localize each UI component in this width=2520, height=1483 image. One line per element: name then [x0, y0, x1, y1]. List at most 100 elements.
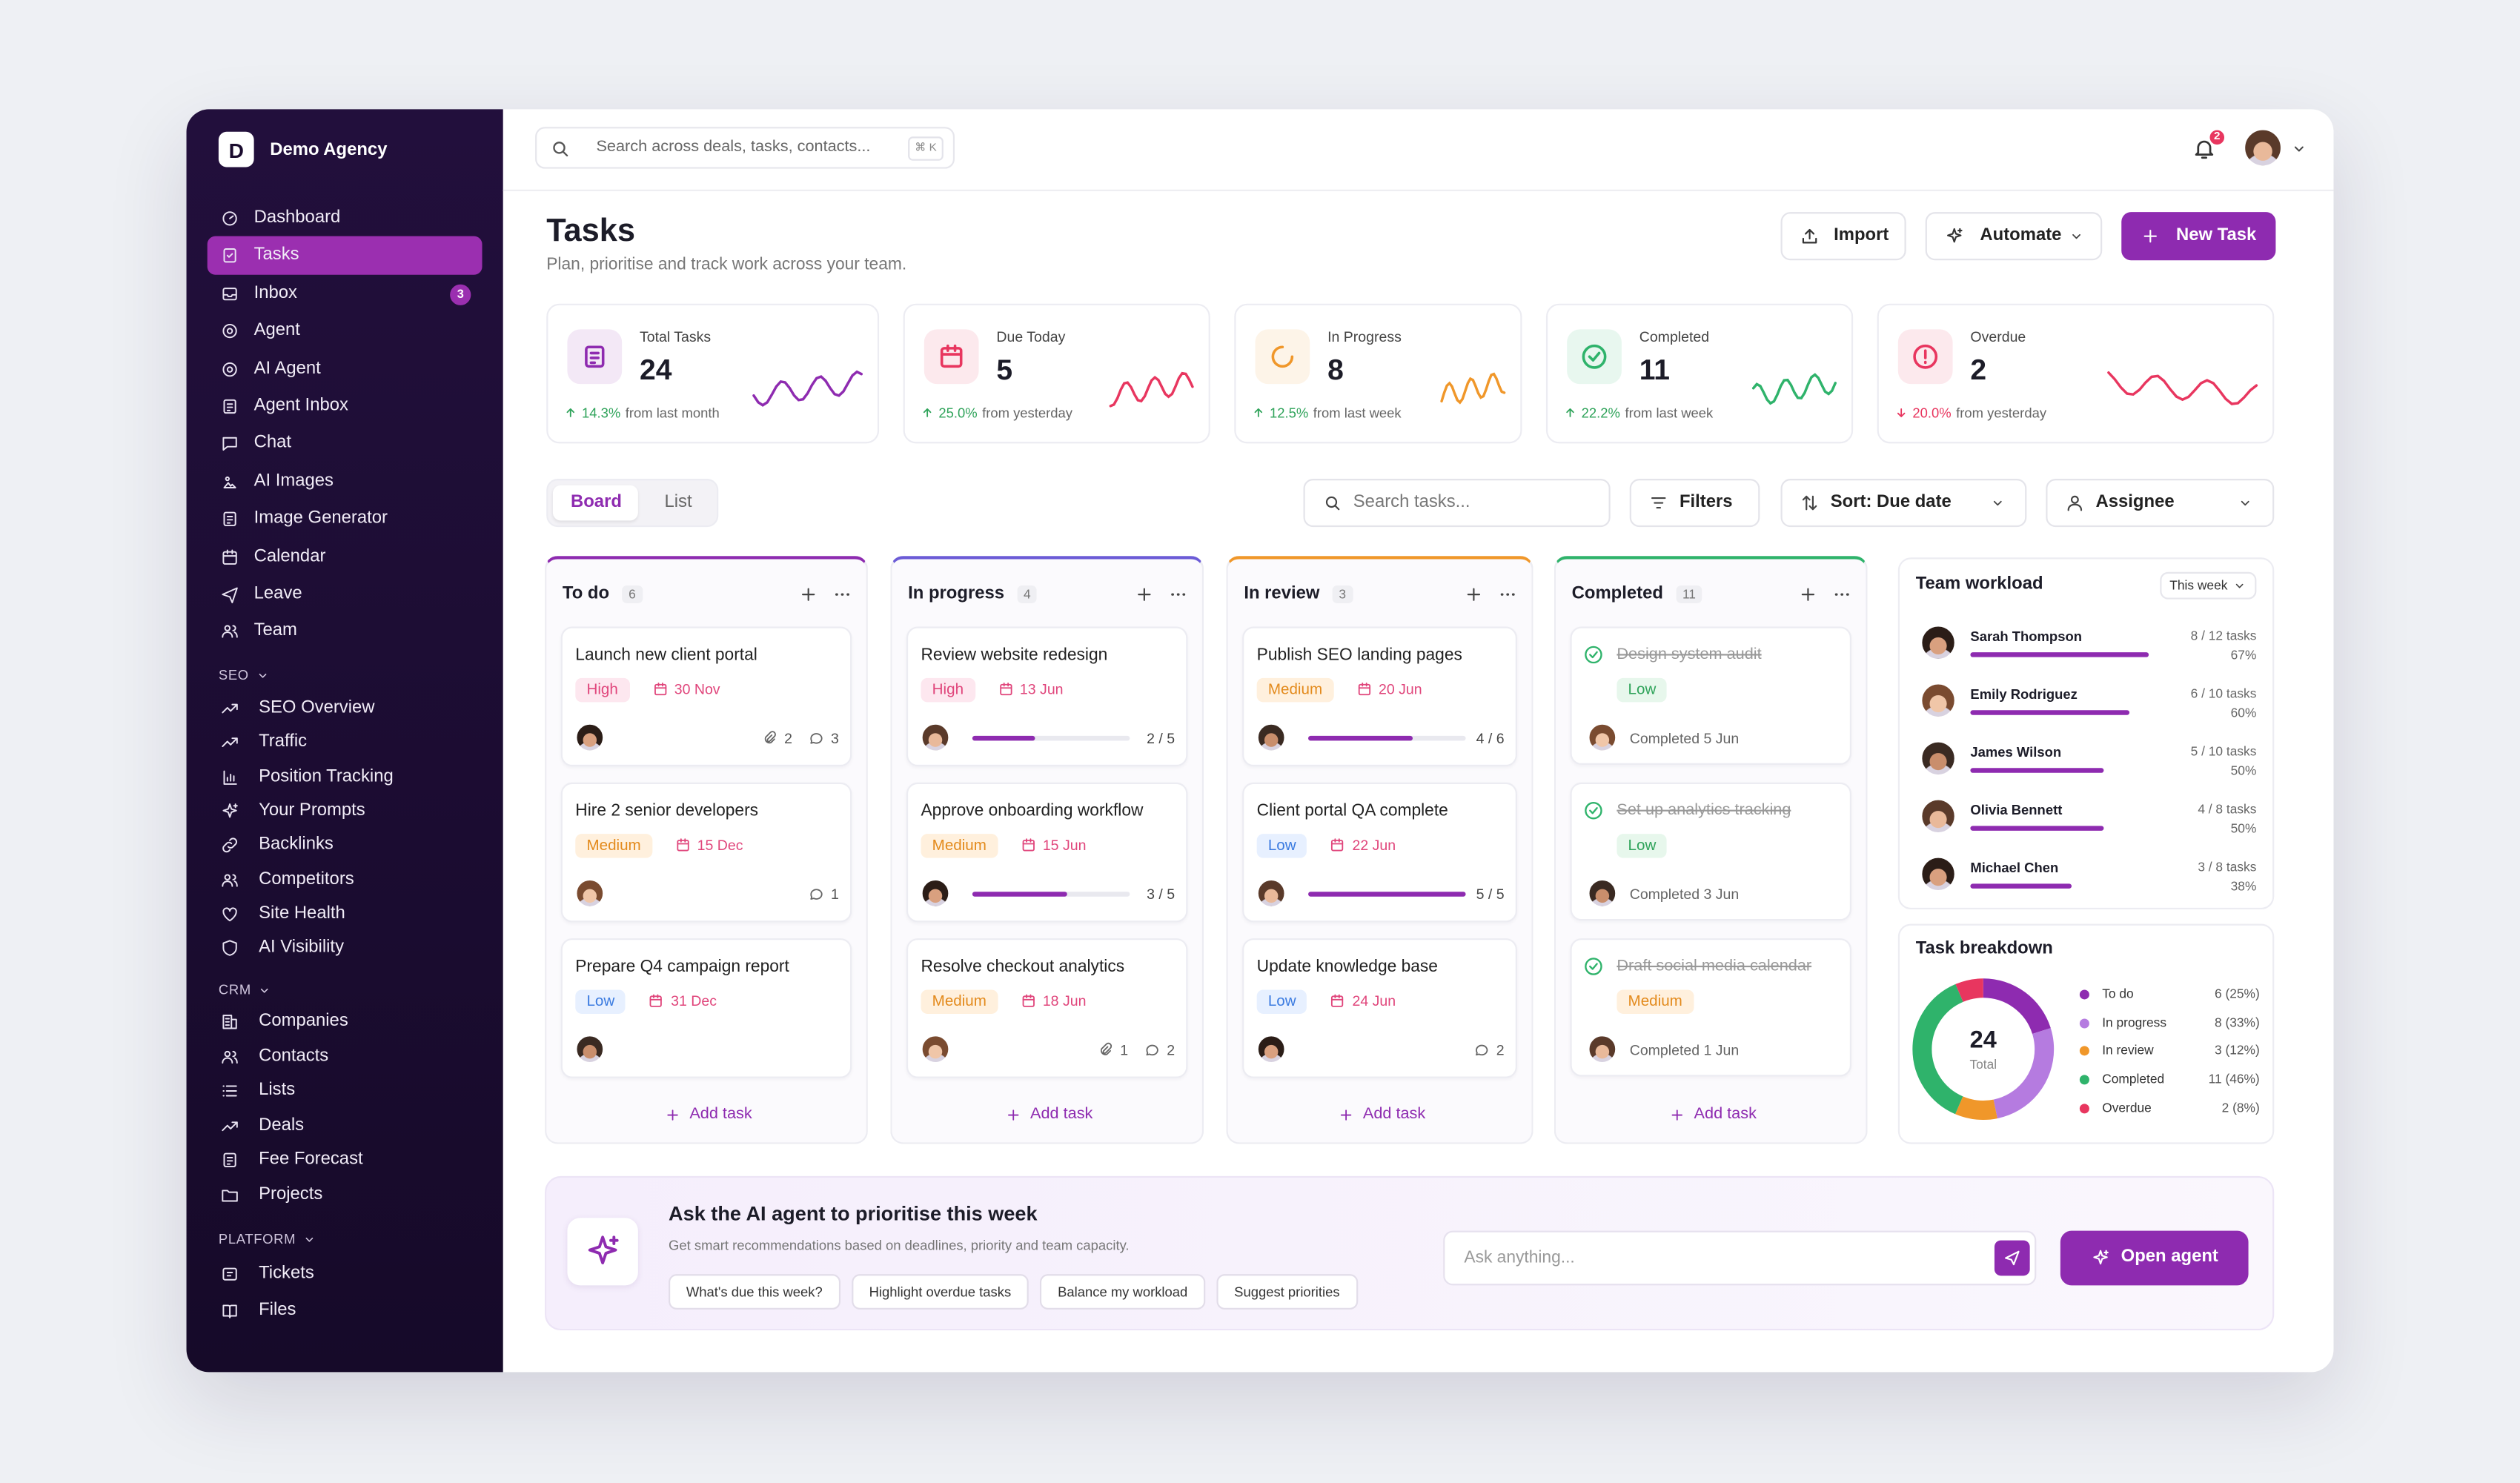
- nav-item[interactable]: SEO Overview: [259, 697, 375, 717]
- nav-item[interactable]: Fee Forecast: [259, 1149, 363, 1170]
- add-task[interactable]: Add task: [664, 1106, 752, 1125]
- avatar[interactable]: [2244, 128, 2283, 167]
- icon-shape: [764, 731, 776, 745]
- header-button[interactable]: [1925, 212, 2103, 261]
- nav-section-title: SEO: [218, 666, 249, 683]
- ai-input[interactable]: Ask anything...: [1443, 1230, 2037, 1286]
- nav-item[interactable]: Dashboard: [253, 208, 341, 228]
- view-option[interactable]: List: [664, 492, 692, 512]
- column-title: To do: [562, 583, 610, 603]
- task-card[interactable]: Publish SEO landing pages Medium 20 Jun 4 /…: [1242, 626, 1517, 767]
- task-card[interactable]: Update knowledge base Low 24 Jun 2: [1242, 938, 1517, 1078]
- task-card[interactable]: Set up analytics tracking Low Completed 3 …: [1570, 782, 1851, 921]
- icon: [220, 472, 239, 491]
- icon: [651, 682, 668, 698]
- nav-item[interactable]: Deals: [259, 1115, 305, 1135]
- toolbar-control[interactable]: [1303, 479, 1611, 528]
- nav-item[interactable]: Calendar: [253, 546, 326, 566]
- nav-item[interactable]: Traffic: [259, 731, 308, 752]
- nav-item[interactable]: Backlinks: [259, 835, 334, 855]
- toolbar-control[interactable]: [1780, 479, 2027, 528]
- ai-chip[interactable]: Balance my workload: [1040, 1274, 1206, 1310]
- icon-shape: [2092, 1250, 2109, 1265]
- nav-item[interactable]: Team: [253, 621, 297, 641]
- icon: [2065, 494, 2084, 513]
- task-card[interactable]: Resolve checkout analytics Medium 18 Jun 1 2: [906, 938, 1188, 1078]
- global-search[interactable]: [535, 127, 955, 169]
- icon-shape: [999, 684, 1012, 697]
- period-select[interactable]: This week: [2160, 571, 2257, 600]
- ai-chip[interactable]: What's due this week?: [669, 1274, 840, 1310]
- icon-shape: [222, 1015, 237, 1029]
- toolbar-control[interactable]: [1629, 479, 1760, 528]
- nav-item[interactable]: Lists: [259, 1081, 296, 1101]
- icon: [1020, 838, 1036, 855]
- task-card[interactable]: Hire 2 senior developers Medium 15 Dec 1: [560, 782, 852, 923]
- icon-shape: [2235, 583, 2244, 588]
- icon-shape: [2005, 1250, 2020, 1266]
- priority-tag: Medium: [1256, 677, 1334, 703]
- legend-value: 3 (12%): [2214, 1044, 2260, 1058]
- due-date-text: 13 Jun: [1019, 681, 1064, 698]
- icon: [1268, 342, 1297, 371]
- task-card[interactable]: Client portal QA complete Low 22 Jun 5 / 5: [1242, 782, 1517, 923]
- task-meta: High 13 Jun: [921, 677, 1064, 704]
- add-task[interactable]: Add task: [1004, 1106, 1092, 1125]
- icon[interactable]: [1832, 585, 1851, 604]
- task-card[interactable]: Launch new client portal High 30 Nov 2 3: [560, 626, 852, 767]
- nav-item[interactable]: Agent Inbox: [253, 396, 348, 416]
- icon[interactable]: [1464, 585, 1483, 604]
- nav-item[interactable]: Your Prompts: [259, 800, 365, 820]
- nav-item[interactable]: AI Images: [253, 471, 334, 491]
- nav-item[interactable]: Tasks: [253, 245, 299, 265]
- icon-shape: [940, 344, 963, 356]
- ai-send[interactable]: [1994, 1240, 2030, 1276]
- nav-item[interactable]: Contacts: [259, 1046, 329, 1066]
- open-agent-button[interactable]: Open agent: [2060, 1230, 2249, 1286]
- add-task[interactable]: Add task: [1668, 1106, 1757, 1125]
- icon-shape: [1585, 801, 1602, 820]
- nav-item[interactable]: Position Tracking: [259, 766, 394, 786]
- icon[interactable]: [1498, 585, 1517, 604]
- ai-chip[interactable]: Highlight overdue tasks: [851, 1274, 1029, 1310]
- icon[interactable]: [1168, 585, 1187, 604]
- stat-change-value: 25.0%: [938, 405, 978, 421]
- icon: [220, 359, 239, 379]
- nav-item[interactable]: Agent: [253, 320, 300, 340]
- task-card[interactable]: Prepare Q4 campaign report Low 31 Dec: [560, 938, 852, 1078]
- ai-chip[interactable]: Suggest priorities: [1216, 1274, 1358, 1310]
- nav-item[interactable]: Leave: [253, 583, 302, 603]
- header-button[interactable]: [1780, 212, 1906, 261]
- icon[interactable]: [799, 585, 818, 604]
- task-card[interactable]: Review website redesign High 13 Jun 2 / 5: [906, 626, 1188, 767]
- nav-item[interactable]: Competitors: [259, 869, 354, 889]
- nav-item[interactable]: AI Agent: [253, 358, 321, 378]
- nav-item[interactable]: Files: [259, 1300, 296, 1320]
- nav-item[interactable]: Projects: [259, 1184, 323, 1204]
- nav-item[interactable]: Tickets: [259, 1263, 314, 1283]
- icon[interactable]: [832, 585, 852, 604]
- nav-item[interactable]: Inbox: [253, 282, 297, 303]
- nav-item[interactable]: Companies: [259, 1011, 348, 1031]
- member-name: Emily Rodriguez: [1970, 686, 2078, 703]
- icon[interactable]: [1135, 585, 1154, 604]
- icon[interactable]: [1798, 585, 1817, 604]
- view-option[interactable]: Board: [571, 492, 622, 512]
- add-task[interactable]: Add task: [1337, 1106, 1425, 1125]
- task-card[interactable]: Design system audit Low Completed 5 Jun: [1570, 626, 1851, 765]
- shortcut-key: [908, 136, 944, 161]
- nav-item[interactable]: Site Health: [259, 903, 345, 923]
- task-card[interactable]: Approve onboarding workflow Medium 15 Jun 3…: [906, 782, 1188, 923]
- icon: [2003, 1248, 2022, 1267]
- icon-shape: [222, 1304, 237, 1318]
- stat-change: 22.2% from last week: [1564, 405, 1713, 421]
- nav-item[interactable]: Chat: [253, 433, 292, 453]
- icon-shape: [1802, 228, 1817, 244]
- icon[interactable]: [2192, 136, 2217, 161]
- toolbar-control[interactable]: [2046, 479, 2275, 528]
- view-active[interactable]: [552, 485, 638, 521]
- nav-item[interactable]: Image Generator: [253, 508, 388, 528]
- task-card[interactable]: Draft social media calendar Medium Complet…: [1570, 938, 1851, 1077]
- nav-item[interactable]: AI Visibility: [259, 937, 344, 958]
- icon-shape: [1802, 495, 1817, 511]
